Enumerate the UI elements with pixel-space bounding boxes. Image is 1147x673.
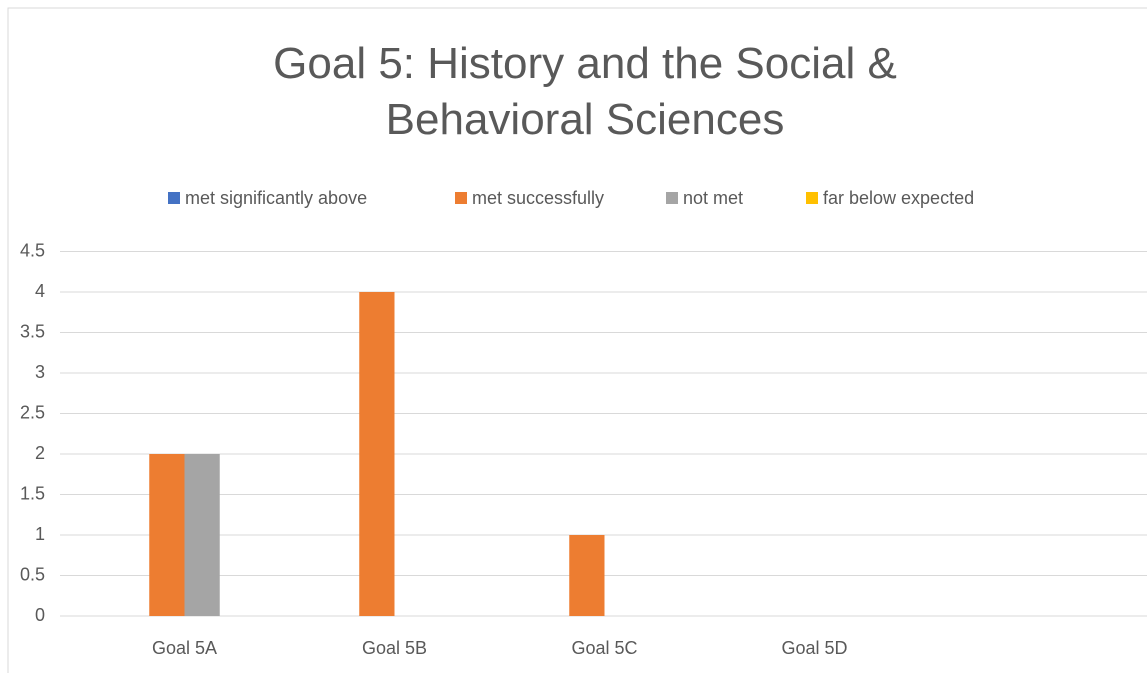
x-tick-label: Goal 5B — [362, 638, 427, 658]
y-tick-label: 0 — [35, 605, 45, 625]
y-tick-label: 2 — [35, 443, 45, 463]
y-tick-label: 1.5 — [20, 483, 45, 503]
x-tick-label: Goal 5D — [781, 638, 847, 658]
y-tick-label: 3.5 — [20, 321, 45, 341]
bar — [149, 454, 185, 616]
y-tick-label: 2.5 — [20, 402, 45, 422]
bar — [359, 292, 395, 616]
bar — [184, 454, 220, 616]
legend-swatch — [168, 192, 180, 204]
chart-title: Goal 5: History and the Social & Behavio… — [273, 39, 897, 144]
x-tick-label: Goal 5A — [152, 638, 217, 658]
legend-swatch — [666, 192, 678, 204]
legend-swatch — [806, 192, 818, 204]
chart-border — [7, 7, 1147, 673]
bar — [569, 535, 605, 616]
y-tick-label: 1 — [35, 524, 45, 544]
y-tick-label: 4 — [35, 281, 45, 301]
x-tick-label: Goal 5C — [571, 638, 637, 658]
legend-label: met successfully — [472, 188, 604, 208]
legend-label: met significantly above — [185, 188, 367, 208]
legend-label: not met — [683, 188, 743, 208]
y-tick-label: 3 — [35, 362, 45, 382]
y-tick-label: 0.5 — [20, 564, 45, 584]
legend-swatch — [455, 192, 467, 204]
y-tick-label: 4.5 — [20, 240, 45, 260]
legend-label: far below expected — [823, 188, 974, 208]
